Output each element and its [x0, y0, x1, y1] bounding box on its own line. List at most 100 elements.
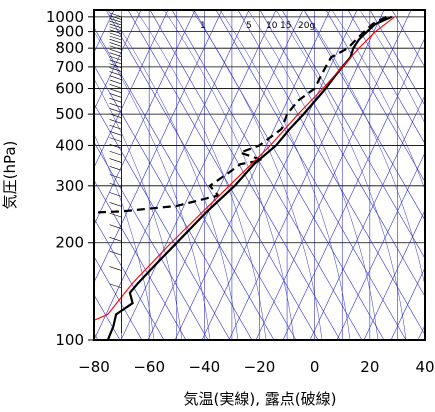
wind-tick — [109, 17, 122, 23]
dry-adiabat — [347, 10, 425, 145]
wind-tick — [109, 102, 122, 108]
wind-tick — [109, 55, 122, 61]
dry-adiabat — [237, 10, 425, 336]
wind-tick — [109, 29, 122, 35]
wind-tick — [109, 38, 122, 44]
dry-adiabat — [105, 10, 297, 340]
dewpoint-line — [94, 15, 387, 214]
y-tick-label: 900 — [55, 23, 84, 41]
wind-tick — [109, 113, 122, 119]
dry-adiabat — [94, 103, 231, 340]
dry-adiabat — [281, 10, 425, 259]
mixing-ratio-label: 5 — [246, 21, 252, 31]
wind-tick — [109, 250, 122, 256]
skewed-isotherm — [94, 10, 196, 226]
wind-tick — [109, 26, 122, 32]
y-axis-label: 気圧(hPa) — [1, 141, 19, 210]
reference-curve — [94, 16, 396, 321]
skewed-isotherm — [94, 10, 250, 340]
dry-adiabat — [94, 217, 165, 340]
skewed-isotherm — [282, 36, 425, 340]
x-tick-label: 20 — [360, 358, 379, 376]
wind-tick — [109, 93, 122, 98]
wind-tick — [109, 202, 122, 207]
skewed-isotherm — [309, 94, 425, 340]
mixing-ratio-label: 10 — [266, 21, 278, 31]
wind-tick — [109, 71, 122, 76]
y-tick-label: 800 — [55, 39, 84, 57]
wind-tick — [109, 137, 122, 142]
y-tick-label: 400 — [55, 136, 84, 154]
moist-adiabat — [247, 10, 379, 340]
skewed-isotherm — [120, 10, 277, 340]
skewed-isotherm — [228, 10, 385, 340]
wind-tick — [109, 108, 122, 113]
y-tick-label: 500 — [55, 105, 84, 123]
dry-adiabat — [369, 10, 425, 107]
dry-adiabat — [325, 10, 425, 183]
y-tick-label: 1000 — [46, 8, 84, 26]
wind-tick — [109, 131, 122, 136]
wind-tick — [109, 158, 122, 163]
moist-adiabat — [94, 78, 183, 340]
dry-adiabat — [193, 10, 385, 340]
moist-adiabat — [303, 10, 425, 288]
dry-adiabat — [127, 10, 319, 340]
dry-adiabat — [391, 10, 425, 68]
skewed-isotherm — [390, 266, 425, 340]
y-tick-label: 100 — [55, 331, 84, 349]
skewed-isotherm — [363, 209, 425, 340]
dry-adiabat — [94, 256, 143, 340]
wind-tick — [109, 79, 122, 85]
wind-tick — [109, 119, 122, 124]
wind-tick — [109, 45, 122, 51]
wind-tick — [109, 224, 122, 229]
mixing-ratio-label: 15 — [280, 21, 291, 31]
y-tick-label: 700 — [55, 58, 84, 76]
skewed-isotherm — [147, 10, 304, 340]
moist-adiabat — [107, 10, 239, 340]
y-tick-label: 200 — [55, 234, 84, 252]
moist-adiabat — [94, 31, 211, 340]
x-axis-label: 気温(実線), 露点(破線) — [184, 390, 337, 408]
wind-tick — [109, 283, 122, 289]
dry-adiabat — [303, 10, 425, 221]
wind-tick — [109, 150, 122, 156]
wind-tick — [109, 143, 122, 149]
wind-tick — [109, 67, 122, 72]
moist-adiabat — [219, 10, 351, 340]
moist-adiabat — [163, 10, 295, 340]
wind-tick — [109, 59, 122, 65]
dry-adiabat — [94, 26, 275, 340]
skewed-isotherm — [255, 10, 412, 340]
wind-tick — [109, 52, 122, 57]
wind-tick — [109, 20, 122, 26]
dry-adiabat — [171, 10, 363, 340]
axis-layer: −80 −60 −40 −20 0 20 40 100 200 300 400 500 600 70080… — [46, 8, 435, 376]
wind-tick — [109, 182, 122, 188]
wind-tick — [109, 88, 122, 94]
plot-frame — [93, 9, 426, 341]
wind-tick — [109, 84, 122, 89]
dry-adiabat — [94, 141, 209, 340]
skewed-isotherm — [94, 10, 223, 284]
wind-tick — [109, 124, 122, 130]
moist-adiabat — [331, 10, 425, 191]
wind-tick — [109, 32, 122, 38]
wind-tick — [109, 12, 122, 18]
x-tick-label: −80 — [78, 358, 110, 376]
wind-tick — [109, 63, 122, 68]
temperature-line — [106, 15, 393, 340]
wind-tick — [109, 75, 122, 80]
x-tick-label: −20 — [244, 358, 276, 376]
x-tick-label: −60 — [133, 358, 165, 376]
moist-adiabat — [191, 10, 323, 340]
moist-adiabat — [359, 10, 425, 125]
dry-adiabat — [215, 10, 407, 340]
dry-adiabat — [259, 10, 425, 298]
wind-tick — [109, 48, 122, 54]
mixing-ratio-label: 1 — [200, 21, 206, 31]
x-tick-label: −40 — [189, 358, 221, 376]
y-tick-label: 300 — [55, 177, 84, 195]
